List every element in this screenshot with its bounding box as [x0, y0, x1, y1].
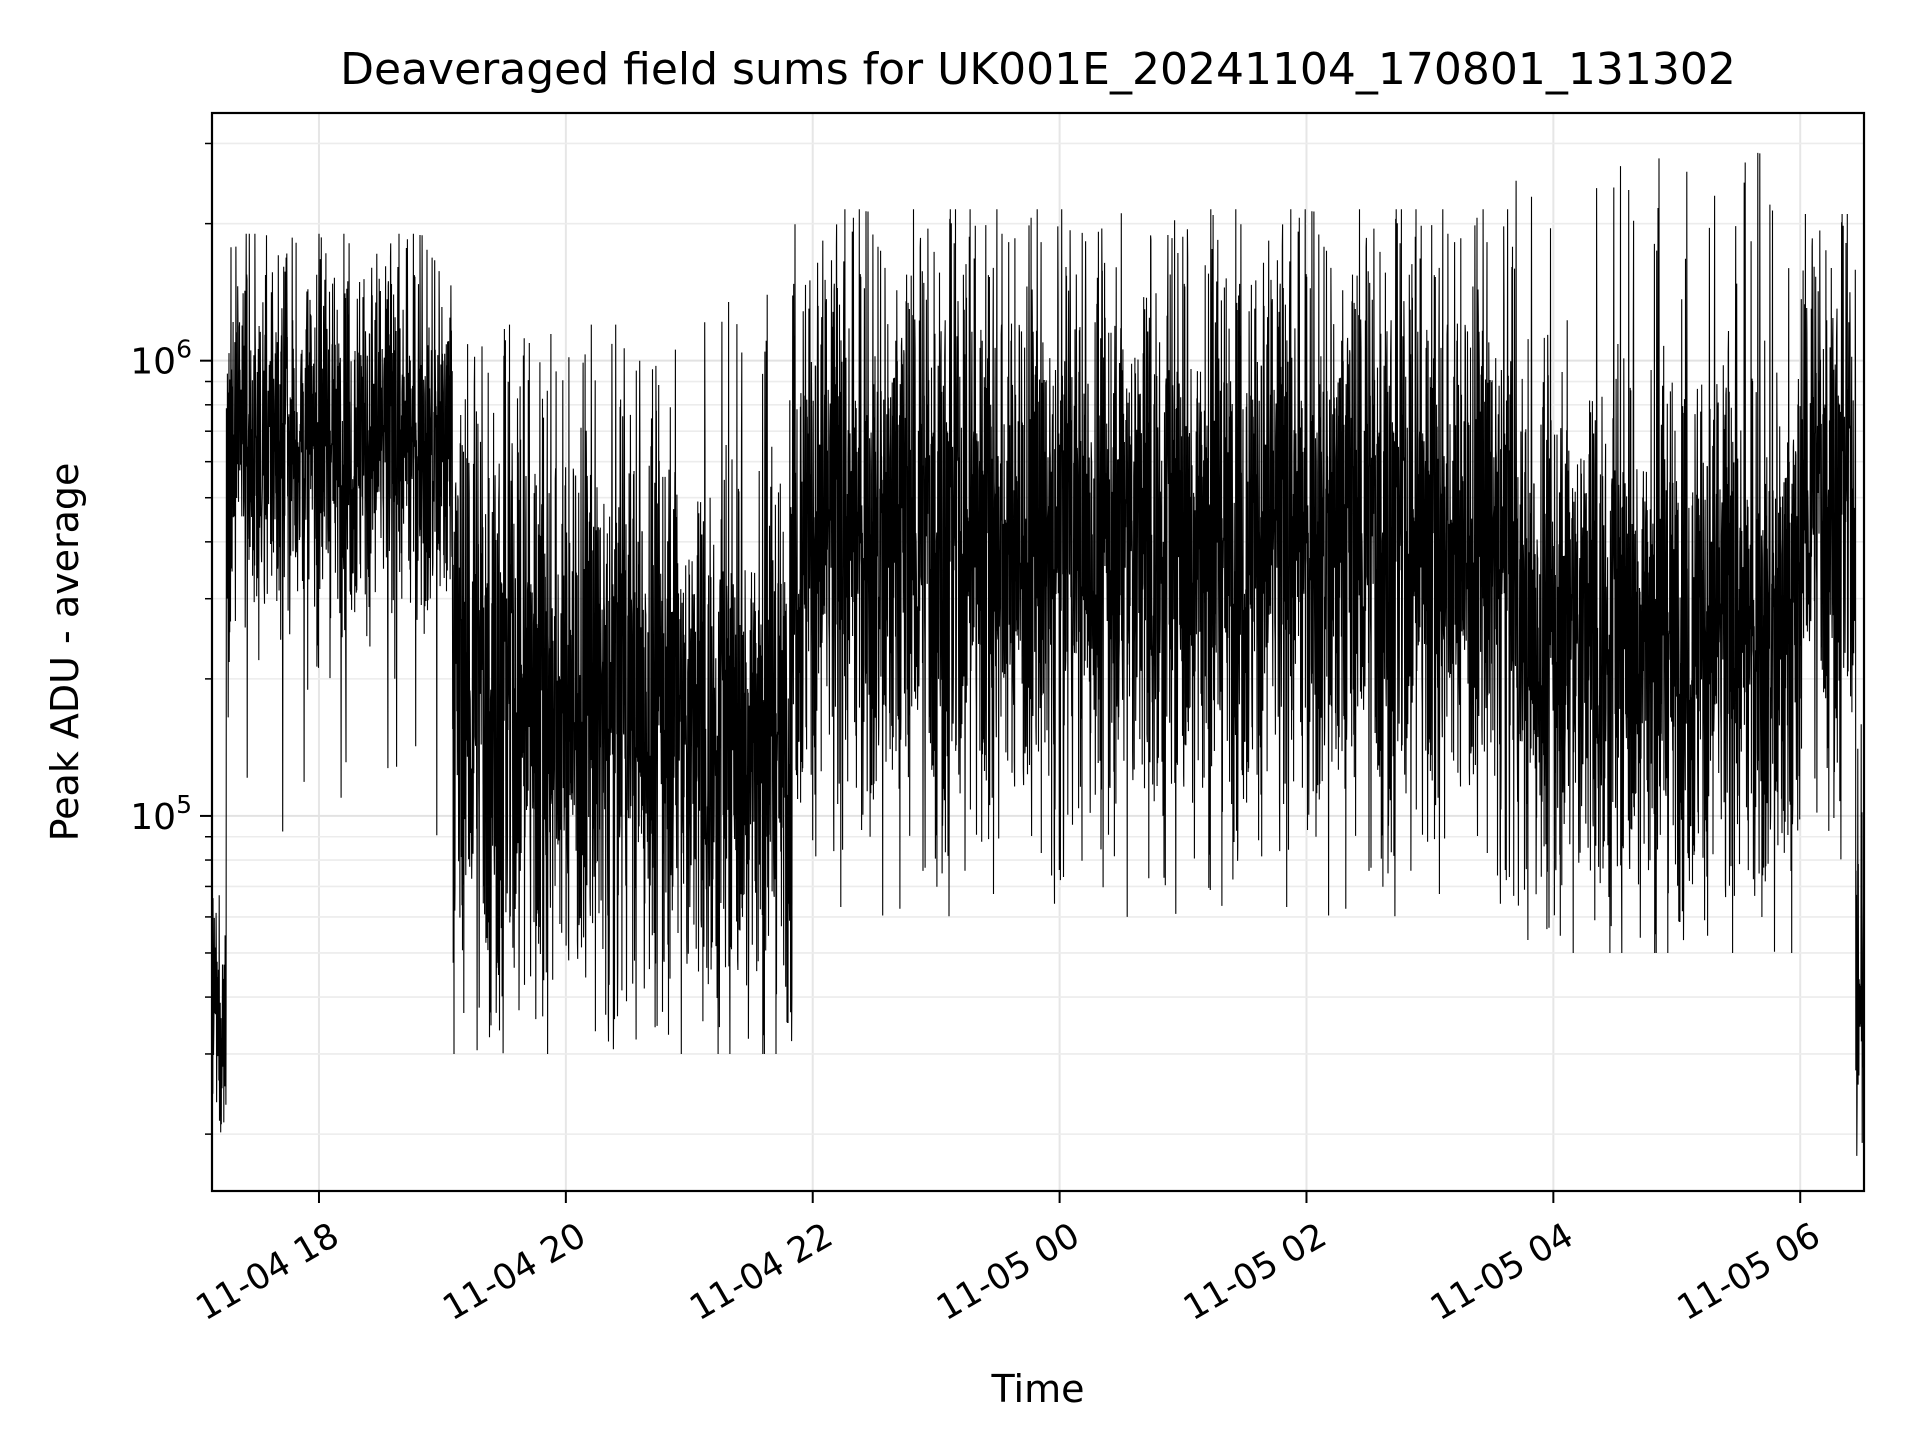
x-axis-label: Time [991, 1367, 1085, 1411]
plot-frame [210, 111, 1866, 1193]
y-tick-label: 106 [130, 335, 192, 383]
x-tick-label: 11-05 04 [1424, 1216, 1580, 1329]
x-tick-label: 11-05 06 [1671, 1216, 1827, 1329]
y-tick-label: 105 [130, 790, 192, 838]
y-axis-label: Peak ADU - average [43, 463, 87, 842]
series-path [212, 152, 1864, 1156]
x-tick-label: 11-04 22 [683, 1216, 839, 1329]
x-tick-label: 11-04 20 [436, 1216, 592, 1329]
x-tick-label: 11-04 18 [190, 1216, 346, 1329]
x-tick-label: 11-05 00 [930, 1216, 1086, 1329]
series-line [212, 152, 1864, 1156]
x-tick-label: 11-05 02 [1177, 1216, 1333, 1329]
y-axis: 105 106 [130, 142, 212, 1135]
chart-title: Deaveraged field sums for UK001E_2024110… [340, 44, 1736, 95]
x-axis: 11-04 18 11-04 20 11-04 22 11-05 00 11-05 02… [190, 1191, 1827, 1329]
